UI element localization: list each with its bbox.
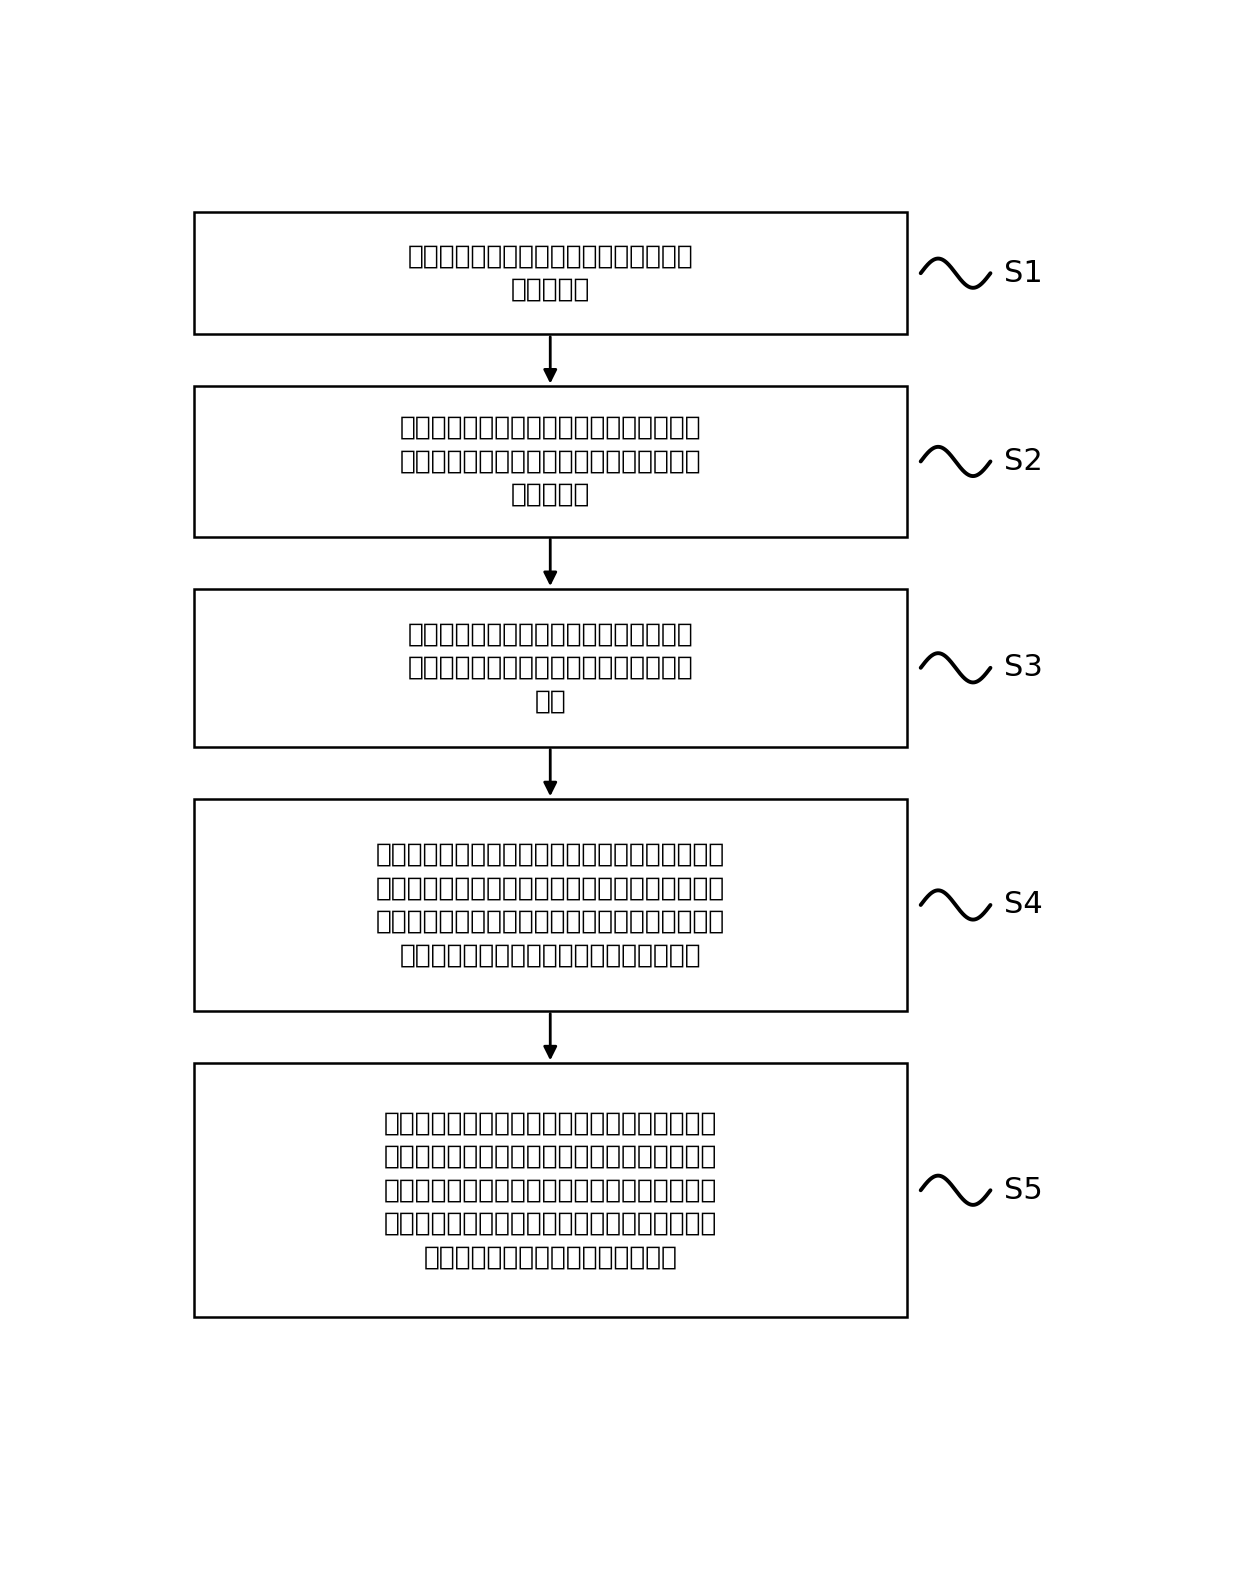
- Text: 将当前饲喂对象离开饲喂区域的信号发送至控制: 将当前饲喂对象离开饲喂区域的信号发送至控制: [383, 1143, 717, 1170]
- Text: 饲喂对象投食；若当前饲喂对象当日还有剩余进食: 饲喂对象投食；若当前饲喂对象当日还有剩余进食: [376, 875, 725, 902]
- Text: S5: S5: [1004, 1175, 1043, 1205]
- Text: S4: S4: [1004, 890, 1043, 919]
- Text: 中饲料重量变化，并将采集信号发送至控制器进: 中饲料重量变化，并将采集信号发送至控制器进: [383, 1212, 717, 1237]
- Text: S2: S2: [1004, 447, 1043, 475]
- Text: 应当前饲喂对象并将感应到的对象信息发送: 应当前饲喂对象并将感应到的对象信息发送: [399, 448, 701, 474]
- FancyBboxPatch shape: [193, 588, 906, 747]
- FancyBboxPatch shape: [193, 386, 906, 536]
- Text: 若当前饲喂对象当日无剩余进食量，则停止向当前: 若当前饲喂对象当日无剩余进食量，则停止向当前: [376, 841, 725, 868]
- Text: S3: S3: [1004, 653, 1043, 682]
- Text: 行累计记录，上述为一次饲喂周期。: 行累计记录，上述为一次饲喂周期。: [423, 1245, 677, 1270]
- Text: 的饲料拨送至食槽中供当前饲喂对象食用；: 的饲料拨送至食槽中供当前饲喂对象食用；: [399, 943, 701, 968]
- Text: 准进食量；: 准进食量；: [511, 277, 590, 304]
- Text: 在控制器上设置好每头饲喂对象当日的标: 在控制器上设置好每头饲喂对象当日的标: [408, 243, 693, 269]
- Text: 量；: 量；: [534, 688, 567, 714]
- FancyBboxPatch shape: [193, 213, 906, 334]
- Text: 器，重量传感器采集当前饲喂对象进食前后食槽: 器，重量传感器采集当前饲喂对象进食前后食槽: [383, 1177, 717, 1204]
- Text: 至控制器；: 至控制器；: [511, 482, 590, 507]
- Text: 量，控制器控制拨料装置转动，将饲喂饲喂料斗中: 量，控制器控制拨料装置转动，将饲喂饲喂料斗中: [376, 909, 725, 935]
- Text: 控制器对当前饲喂对象当日的已进食量与: 控制器对当前饲喂对象当日的已进食量与: [408, 622, 693, 647]
- FancyBboxPatch shape: [193, 800, 906, 1011]
- FancyBboxPatch shape: [193, 1064, 906, 1317]
- Text: 当前饲喂对象完成进食离开饲喂区域，感应机构: 当前饲喂对象完成进食离开饲喂区域，感应机构: [383, 1110, 717, 1137]
- Text: 当有饲喂对象进入感应区域时，感应机构感: 当有饲喂对象进入感应区域时，感应机构感: [399, 415, 701, 440]
- Text: S1: S1: [1004, 259, 1043, 288]
- Text: 标准进食量进行对比，计算得出剩余进食: 标准进食量进行对比，计算得出剩余进食: [408, 655, 693, 681]
